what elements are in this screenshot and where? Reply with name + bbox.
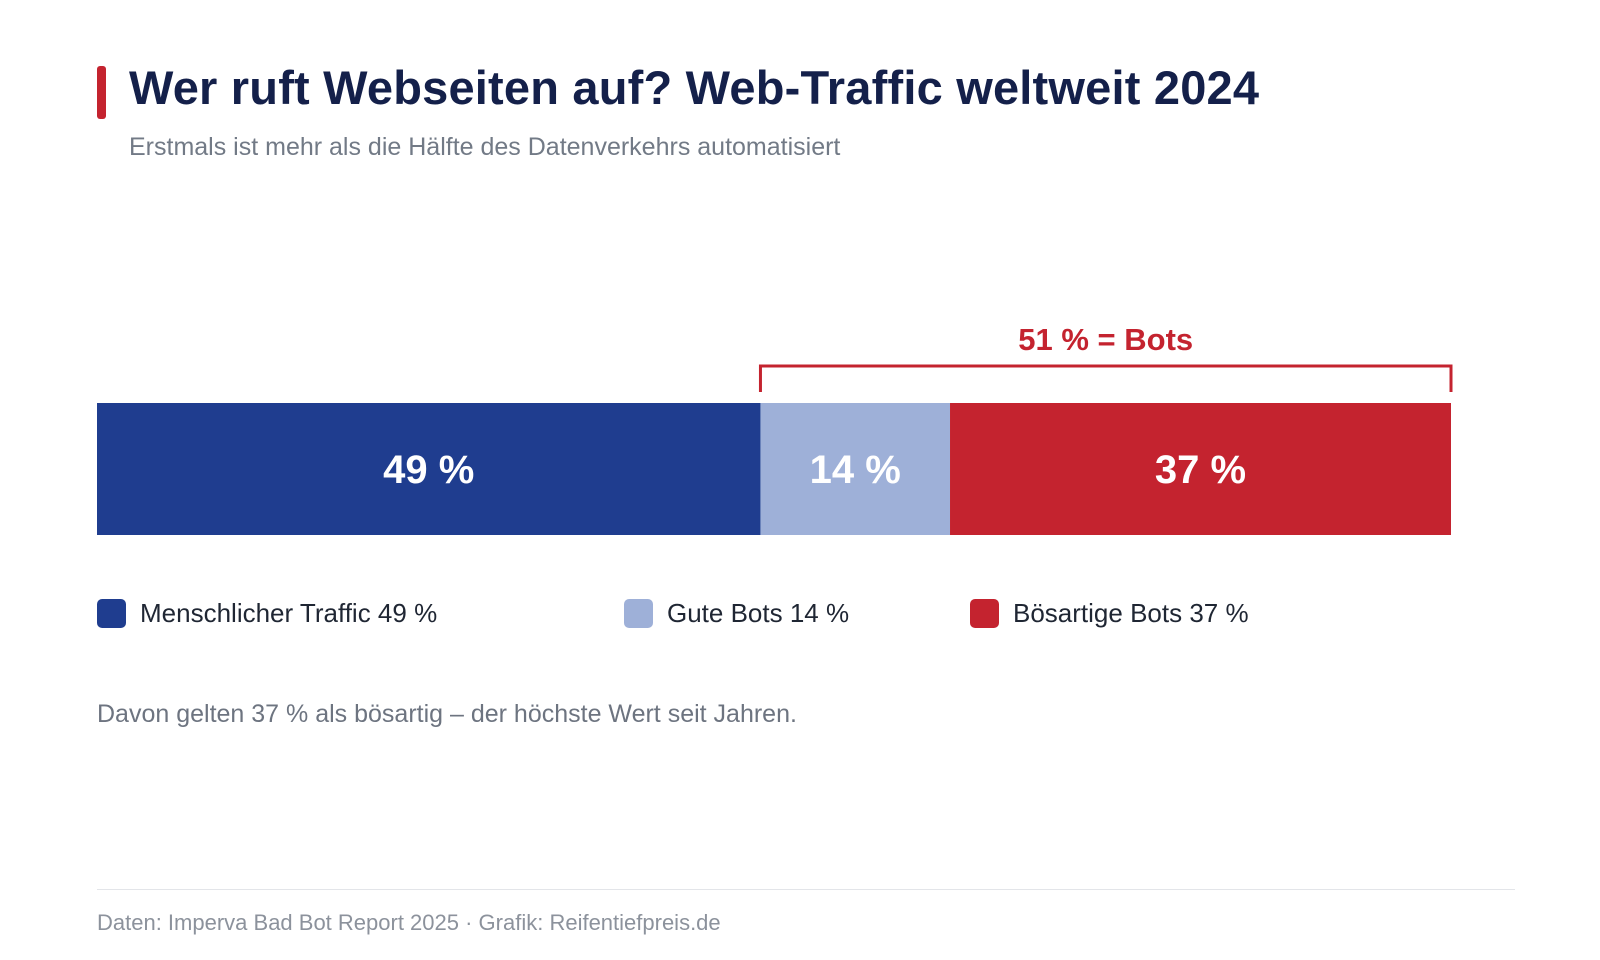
chart-legend: Menschlicher Traffic 49 % Gute Bots 14 % B…: [0, 598, 1600, 638]
legend-item: Gute Bots 14 %: [624, 598, 849, 629]
bar-label-gute-bots: 14 %: [810, 448, 901, 492]
legend-swatch: [624, 599, 653, 628]
bar-segment-gute-bots: [760, 403, 951, 535]
bots-bracket: [758, 364, 1453, 392]
legend-label: Gute Bots 14 %: [667, 598, 850, 628]
legend-item: Bösartige Bots 37 %: [970, 598, 1249, 629]
title-accent-bar: [97, 66, 106, 119]
legend-swatch: [970, 599, 999, 628]
legend-item: Menschlicher Traffic 49 %: [97, 598, 437, 629]
chart-subtitle: Erstmals ist mehr als die Hälfte des Dat…: [129, 133, 841, 161]
bar-segment-bösartige-bots: [950, 403, 1451, 535]
legend-swatch: [97, 599, 126, 628]
legend-label: Bösartige Bots 37 %: [1013, 598, 1249, 628]
bots-bracket-label: 51 % = Bots: [1018, 322, 1193, 357]
source-credit: Daten: Imperva Bad Bot Report 2025 · Gra…: [97, 910, 721, 935]
legend-label: Menschlicher Traffic 49 %: [140, 598, 438, 628]
chart-title: Wer ruft Webseiten auf? Web-Traffic welt…: [129, 61, 1260, 114]
chart-note: Davon gelten 37 % als bösartig – der höc…: [97, 700, 797, 728]
bar-label-bösartige-bots: 37 %: [1155, 448, 1246, 492]
footer-divider: [97, 889, 1515, 890]
bar-label-menschlicher-traffic: 49 %: [383, 448, 474, 492]
bar-segment-menschlicher-traffic: [97, 403, 761, 535]
